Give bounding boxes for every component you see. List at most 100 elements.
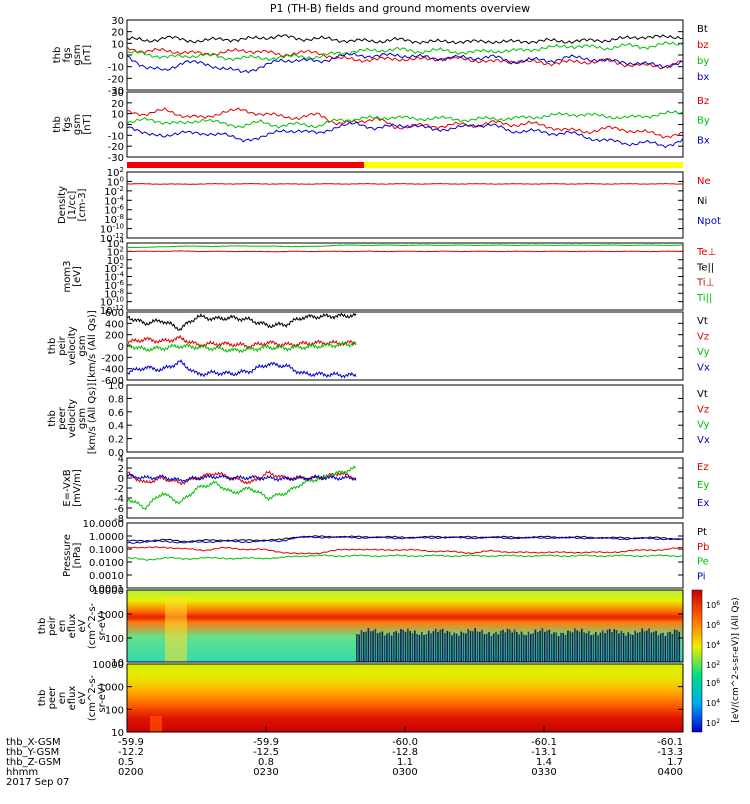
legend-label: Pb — [697, 542, 709, 553]
noise-column — [555, 632, 558, 662]
noise-column — [495, 631, 497, 662]
ephemeris-value: 0230 — [253, 767, 278, 778]
ephemeris-value: 0.8 — [258, 757, 274, 768]
colorbar-tick-label: 106 — [706, 678, 720, 688]
noise-column — [409, 631, 411, 662]
mode-bar-fast — [127, 162, 364, 168]
legend-label: Bz — [697, 96, 709, 107]
plot-frame — [126, 457, 684, 519]
y-axis-label-line: eV — [77, 619, 88, 632]
y-tick-label: 104 — [107, 237, 125, 250]
ephemeris-value: -12.5 — [253, 747, 279, 758]
y-axis-label-line: [cm-3] — [77, 188, 88, 221]
y-axis-label: Density [1/cc] [cm-3] — [57, 186, 88, 224]
y-axis-label: thb peir velocity gsm [km/s (All Qs)] — [47, 310, 98, 382]
y-tick-label: 0 — [118, 342, 124, 353]
y-tick-label: 1.0 — [108, 381, 124, 392]
ephemeris-value: -12.8 — [392, 747, 418, 758]
y-axis-label-line: peer — [57, 406, 68, 430]
noise-column — [536, 632, 539, 662]
noise-column — [666, 632, 669, 662]
legend-label: Vy — [697, 420, 710, 431]
legend-label: Ne — [697, 176, 711, 187]
y-tick-label: 400 — [105, 319, 124, 330]
y-axis-label: thb fgs gsm [nT] — [52, 114, 93, 135]
plot-frame — [126, 242, 684, 311]
y-axis-label-line: (cm^2-s- — [87, 674, 98, 721]
noise-column — [362, 632, 365, 662]
noise-column — [509, 629, 511, 662]
y-axis-label-line: [km/s (All Qs)] — [87, 383, 98, 455]
ephemeris-value: 0200 — [118, 767, 143, 778]
y-axis-label-line: gsm — [72, 44, 83, 65]
y-tick-label: 20 — [111, 28, 124, 39]
noise-column — [588, 631, 590, 662]
ephemeris-value: -13.3 — [657, 747, 683, 758]
noise-column — [583, 632, 585, 662]
noise-column — [411, 633, 414, 662]
noise-column — [532, 633, 534, 662]
noise-column — [606, 629, 609, 662]
noise-column — [369, 631, 372, 662]
ephemeris-value: -59.9 — [253, 737, 279, 748]
noise-column — [576, 630, 578, 662]
noise-column — [597, 635, 599, 662]
ephemeris-value: 1.1 — [397, 757, 413, 768]
series-line-bx — [126, 52, 683, 74]
y-tick-label: -20 — [108, 74, 124, 85]
panel-7: 420-2-4-6-8 E=-VxB [mV/m] Ez Ey Ex — [62, 454, 709, 525]
y-tick-label: 0.0100 — [89, 558, 124, 569]
series-line-Bt — [126, 34, 684, 45]
y-tick-label: -8 — [114, 514, 124, 525]
series-line-Vy — [126, 340, 357, 354]
series-line-Vt — [126, 312, 357, 331]
ephemeris-value: -60.1 — [531, 737, 557, 748]
noise-column — [543, 631, 546, 662]
noise-column — [639, 632, 641, 662]
y-tick-label: -30 — [108, 153, 124, 164]
noise-column — [664, 635, 667, 662]
spectrogram-feature — [150, 716, 162, 732]
series-line-bz — [126, 46, 684, 70]
y-axis-label-line: eV — [77, 691, 88, 704]
noise-column — [562, 632, 565, 662]
noise-column — [400, 629, 402, 662]
noise-column — [474, 628, 476, 662]
y-tick-label: 2 — [118, 464, 124, 475]
y-tick-label: 0.1000 — [89, 545, 124, 556]
panel-3: 10210010-210-410-610-810-1010-12Density[… — [57, 166, 721, 245]
noise-column — [520, 631, 523, 662]
noise-column — [571, 632, 574, 662]
noise-column — [420, 631, 423, 662]
noise-column — [557, 635, 560, 662]
y-axis-label: Pressure [nPa] — [62, 534, 83, 577]
noise-column — [499, 630, 502, 662]
y-tick-label: 10-4 — [104, 271, 124, 284]
noise-column — [497, 634, 500, 662]
noise-column — [402, 629, 404, 662]
y-axis-label-line: [km/s (All Qs)] — [87, 310, 98, 382]
y-axis-label-line: [nPa] — [72, 542, 83, 568]
noise-column — [523, 634, 525, 662]
noise-column — [629, 634, 632, 662]
y-tick-label: 0.0010 — [89, 571, 124, 582]
noise-column — [569, 631, 572, 662]
y-tick-label: 30 — [111, 16, 124, 27]
noise-column — [444, 632, 446, 662]
ephemeris-value: -60.0 — [392, 737, 418, 748]
y-tick-label: 0.0 — [108, 448, 124, 459]
noise-column — [446, 630, 449, 662]
noise-column — [478, 631, 481, 662]
y-axis-label-line: en — [57, 620, 68, 633]
plot-frame — [126, 522, 684, 589]
date-label: 2017 Sep 07 — [6, 777, 69, 788]
y-tick-label: -600 — [101, 376, 124, 387]
noise-column — [481, 629, 483, 662]
y-tick-label: -30 — [108, 86, 124, 97]
legend-label: Vy — [697, 347, 710, 358]
ephemeris-label: thb_X-GSM — [6, 737, 61, 748]
y-tick-label: 10 — [111, 658, 124, 669]
noise-column — [462, 632, 465, 662]
legend-label: bz — [697, 40, 709, 51]
